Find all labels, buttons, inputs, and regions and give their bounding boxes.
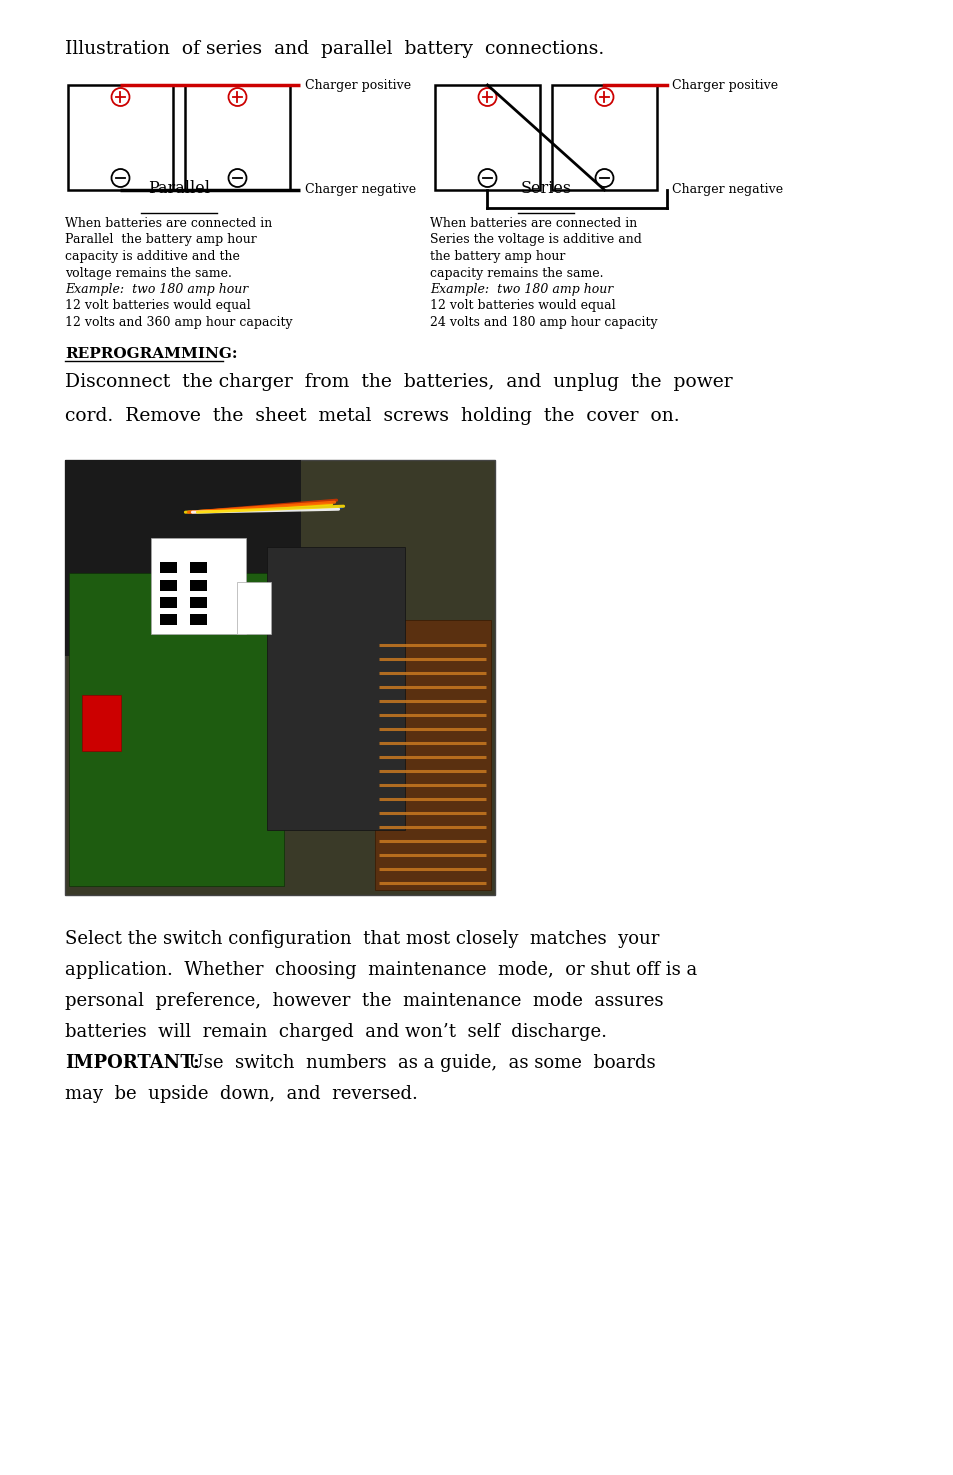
- Bar: [190, 580, 207, 590]
- Text: capacity remains the same.: capacity remains the same.: [430, 267, 603, 279]
- Text: capacity is additive and the: capacity is additive and the: [65, 249, 239, 263]
- Circle shape: [112, 170, 130, 187]
- Text: IMPORTANT:: IMPORTANT:: [65, 1055, 199, 1072]
- Text: Parallel  the battery amp hour: Parallel the battery amp hour: [65, 233, 256, 246]
- Text: Disconnect  the charger  from  the  batteries,  and  unplug  the  power: Disconnect the charger from the batterie…: [65, 373, 732, 391]
- Bar: [236, 581, 271, 634]
- Circle shape: [595, 88, 613, 106]
- Text: 24 volts and 180 amp hour capacity: 24 volts and 180 amp hour capacity: [430, 316, 657, 329]
- Text: Charger negative: Charger negative: [305, 183, 416, 196]
- Circle shape: [595, 170, 613, 187]
- Bar: [69, 574, 284, 886]
- Bar: [159, 597, 176, 608]
- Text: Use  switch  numbers  as a guide,  as some  boards: Use switch numbers as a guide, as some b…: [177, 1055, 655, 1072]
- Text: Illustration  of series  and  parallel  battery  connections.: Illustration of series and parallel batt…: [65, 40, 603, 58]
- Bar: [375, 621, 490, 889]
- Bar: [190, 597, 207, 608]
- Text: 12 volts and 360 amp hour capacity: 12 volts and 360 amp hour capacity: [65, 316, 293, 329]
- Text: When batteries are connected in: When batteries are connected in: [65, 217, 272, 230]
- Text: Charger positive: Charger positive: [671, 78, 778, 91]
- Bar: [65, 460, 301, 656]
- Bar: [82, 695, 121, 751]
- Bar: [190, 615, 207, 625]
- Bar: [151, 538, 245, 634]
- Text: REPROGRAMMING:: REPROGRAMMING:: [65, 347, 237, 361]
- Circle shape: [229, 88, 246, 106]
- Text: application.  Whether  choosing  maintenance  mode,  or shut off is a: application. Whether choosing maintenanc…: [65, 962, 697, 979]
- Circle shape: [478, 170, 496, 187]
- Bar: [159, 580, 176, 590]
- Text: may  be  upside  down,  and  reversed.: may be upside down, and reversed.: [65, 1086, 417, 1103]
- Text: batteries  will  remain  charged  and won’t  self  discharge.: batteries will remain charged and won’t …: [65, 1024, 606, 1041]
- Text: Charger positive: Charger positive: [305, 78, 411, 91]
- Text: Parallel: Parallel: [148, 180, 210, 198]
- Bar: [159, 562, 176, 574]
- Text: the battery amp hour: the battery amp hour: [430, 249, 565, 263]
- Bar: [267, 547, 404, 830]
- Text: Series the voltage is additive and: Series the voltage is additive and: [430, 233, 641, 246]
- Text: When batteries are connected in: When batteries are connected in: [430, 217, 637, 230]
- Text: Series: Series: [520, 180, 571, 198]
- Circle shape: [478, 88, 496, 106]
- Text: Charger negative: Charger negative: [671, 183, 782, 196]
- Bar: [190, 562, 207, 574]
- Bar: [552, 86, 657, 190]
- Text: voltage remains the same.: voltage remains the same.: [65, 267, 232, 279]
- Text: Example:  two 180 amp hour: Example: two 180 amp hour: [65, 283, 248, 296]
- Bar: [435, 86, 539, 190]
- Circle shape: [112, 88, 130, 106]
- Text: cord.  Remove  the  sheet  metal  screws  holding  the  cover  on.: cord. Remove the sheet metal screws hold…: [65, 407, 679, 425]
- Text: 12 volt batteries would equal: 12 volt batteries would equal: [65, 299, 251, 313]
- Bar: [185, 86, 290, 190]
- Bar: [68, 86, 172, 190]
- Text: Select the switch configuration  that most closely  matches  your: Select the switch configuration that mos…: [65, 931, 659, 948]
- Text: personal  preference,  however  the  maintenance  mode  assures: personal preference, however the mainten…: [65, 993, 662, 1010]
- Circle shape: [229, 170, 246, 187]
- Bar: [65, 460, 495, 895]
- Text: Example:  two 180 amp hour: Example: two 180 amp hour: [430, 283, 613, 296]
- Bar: [159, 615, 176, 625]
- Text: 12 volt batteries would equal: 12 volt batteries would equal: [430, 299, 615, 313]
